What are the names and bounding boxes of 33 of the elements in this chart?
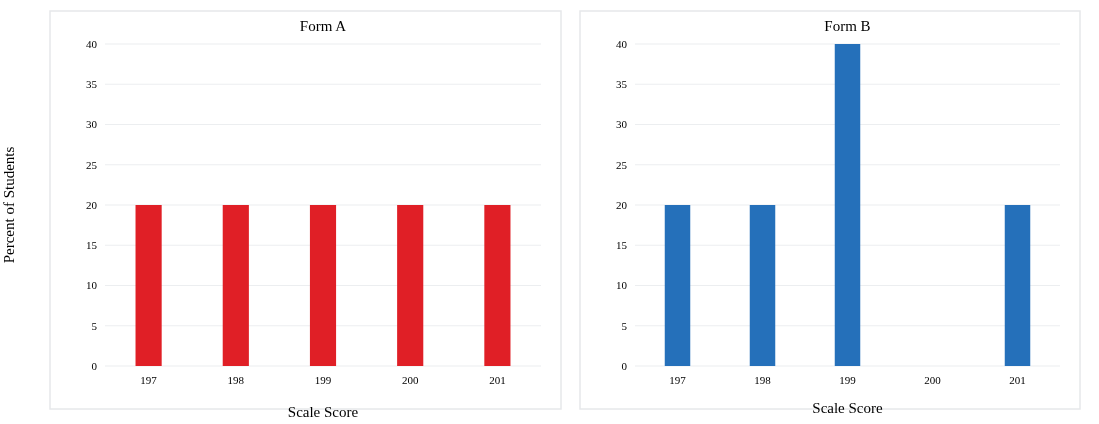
chart-title: Form A bbox=[299, 18, 347, 34]
x-tick-label: 200 bbox=[924, 374, 942, 386]
y-tick-label: 20 bbox=[86, 198, 98, 211]
y-axis-title: Percent of Students bbox=[1, 146, 17, 264]
y-tick-label: 10 bbox=[616, 279, 628, 292]
y-tick-label: 30 bbox=[86, 118, 98, 131]
y-tick-label: 30 bbox=[616, 118, 628, 131]
x-tick-label: 201 bbox=[489, 374, 506, 386]
y-tick-label: 5 bbox=[91, 319, 98, 332]
y-tick-label: 0 bbox=[621, 359, 628, 372]
y-tick-label: 5 bbox=[621, 319, 628, 332]
x-tick-label: 200 bbox=[401, 374, 419, 386]
x-tick-label: 198 bbox=[754, 374, 772, 386]
y-tick-label: 35 bbox=[616, 78, 628, 91]
y-tick-label: 35 bbox=[86, 78, 98, 91]
y-tick-label: 0 bbox=[91, 359, 98, 372]
x-tick-label: 199 bbox=[314, 374, 332, 386]
chart-title: Form B bbox=[824, 18, 871, 34]
x-tick-label: 198 bbox=[227, 374, 245, 386]
x-tick-label: 199 bbox=[839, 374, 857, 386]
x-tick-label: 197 bbox=[669, 374, 687, 386]
y-tick-label: 25 bbox=[86, 158, 98, 171]
y-tick-label: 40 bbox=[616, 37, 628, 50]
y-tick-label: 25 bbox=[616, 158, 628, 171]
y-tick-label: 40 bbox=[86, 37, 98, 50]
y-tick-label: 10 bbox=[86, 279, 98, 292]
x-tick-label: 201 bbox=[1009, 374, 1026, 386]
y-tick-label: 15 bbox=[86, 239, 98, 252]
x-axis-title: Scale Score bbox=[287, 404, 359, 420]
y-tick-label: 20 bbox=[616, 198, 628, 211]
x-axis-title: Scale Score bbox=[812, 400, 884, 416]
x-tick-label: 197 bbox=[140, 374, 158, 386]
y-tick-label: 15 bbox=[616, 239, 628, 252]
